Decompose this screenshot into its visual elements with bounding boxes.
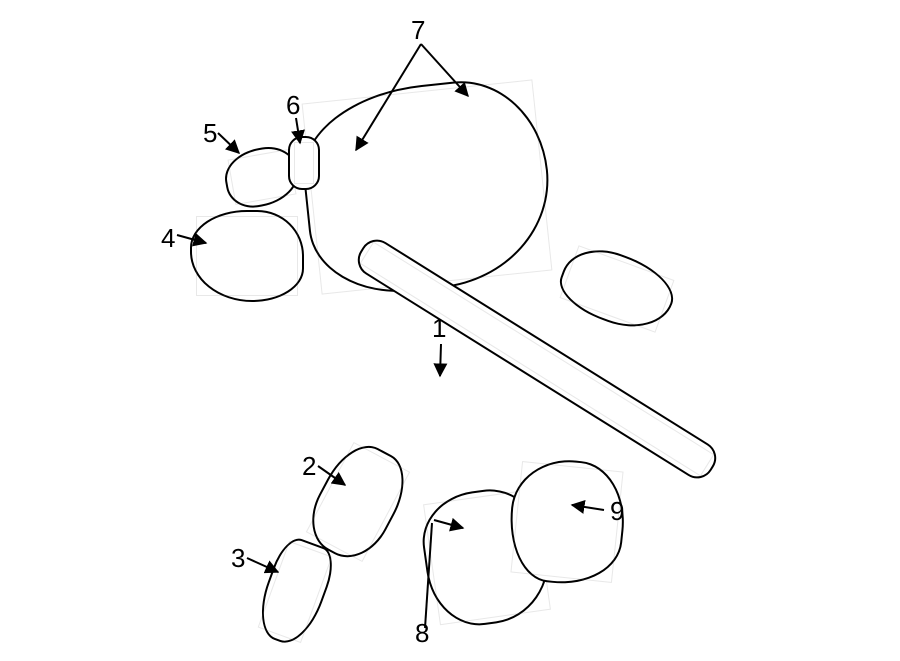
callout-4: 4 [161,225,175,251]
part-column-brkt [552,238,682,341]
callout-8: 8 [415,620,429,646]
callout-3: 3 [231,545,245,571]
part-lower-shaft [250,533,340,651]
callout-1: 1 [432,315,446,341]
part-brkt-base [190,210,304,302]
callout-5: 5 [203,120,217,146]
callout-2: 2 [302,453,316,479]
diagram-stage: 1 2 3 4 5 6 7 8 9 [0,0,900,661]
part-bushing [288,136,320,190]
callout-6: 6 [286,92,300,118]
callout-9: 9 [610,498,624,524]
callout-7: 7 [411,17,425,43]
